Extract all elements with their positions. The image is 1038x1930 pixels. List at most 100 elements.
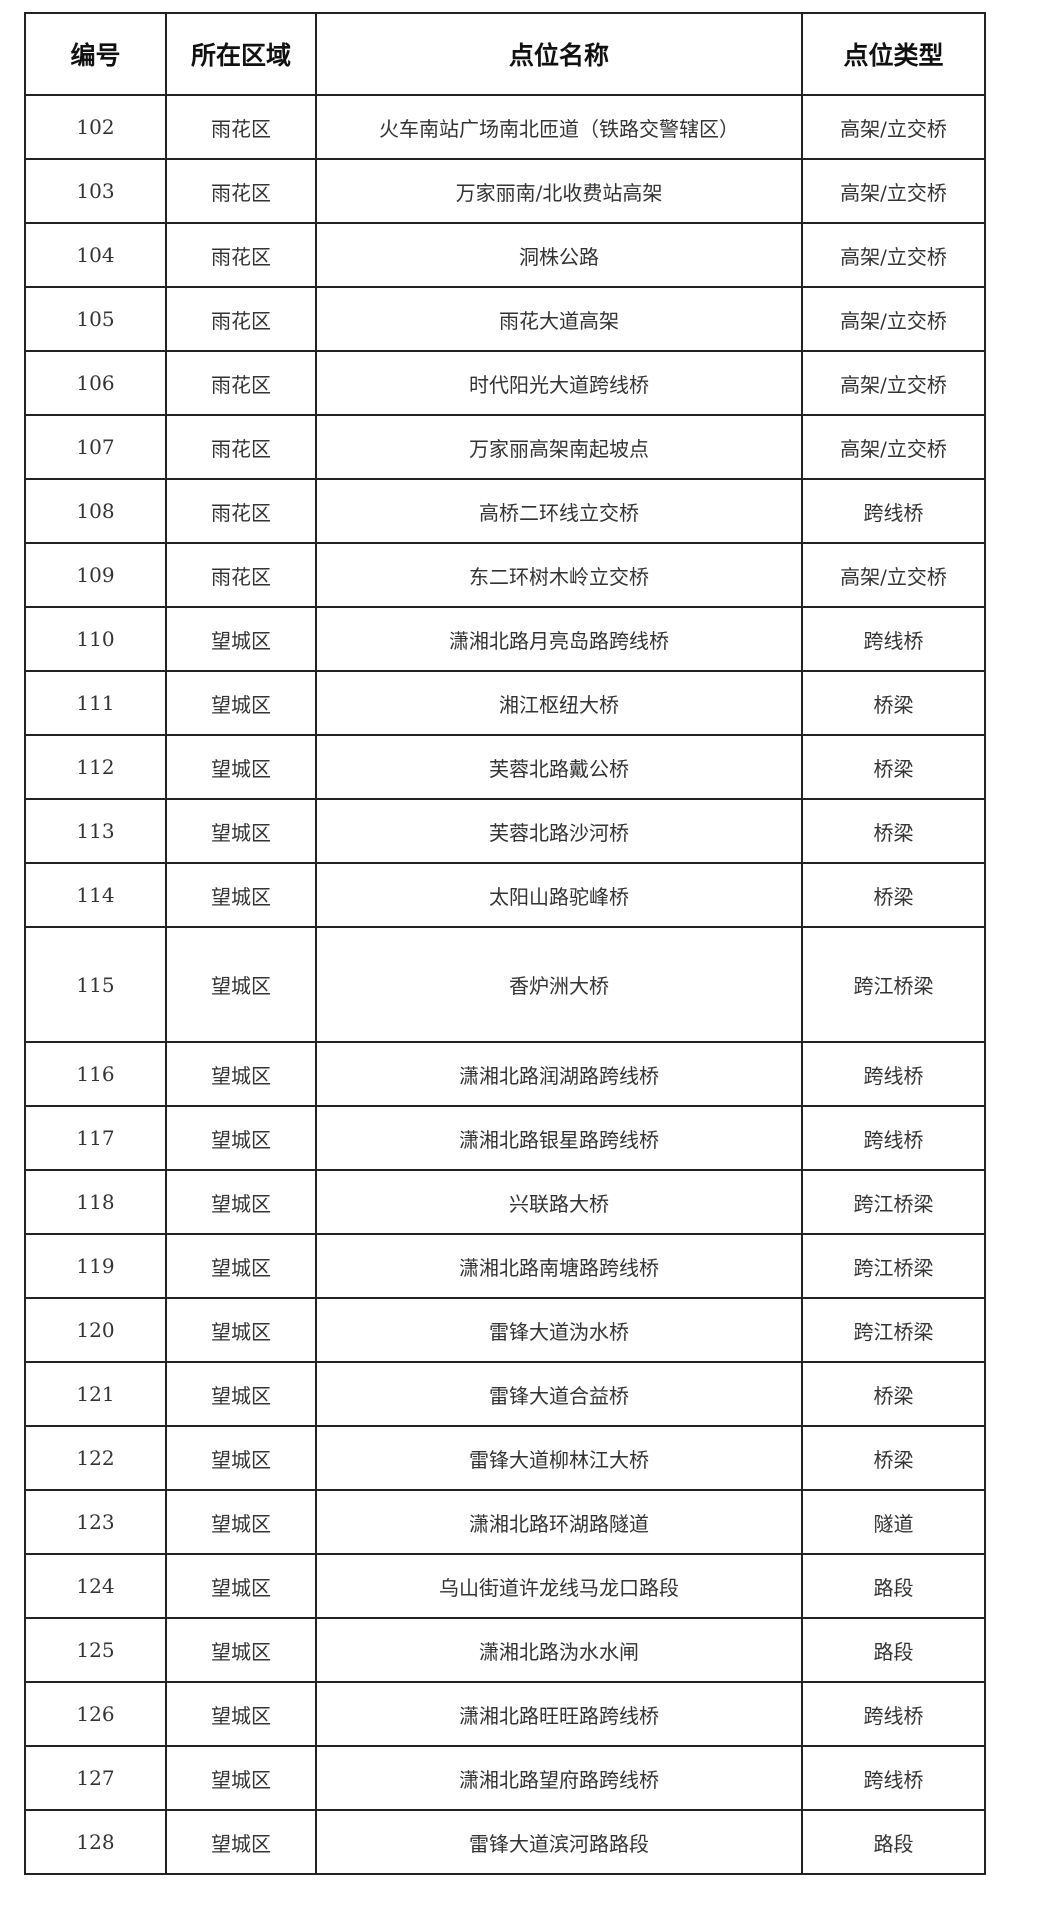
table-row: 120 望城区 雷锋大道沩水桥 跨江桥梁 — [24, 1297, 986, 1363]
cell-id: 102 — [24, 94, 167, 160]
cell-district: 望城区 — [165, 1233, 317, 1299]
cell-id: 113 — [24, 798, 167, 864]
cell-id: 128 — [24, 1809, 167, 1875]
cell-district: 望城区 — [165, 1809, 317, 1875]
table-row: 123 望城区 潇湘北路环湖路隧道 隧道 — [24, 1489, 986, 1555]
cell-point-name: 潇湘北路月亮岛路跨线桥 — [315, 606, 803, 672]
cell-point-type: 高架/立交桥 — [801, 414, 986, 480]
table-row: 108 雨花区 高桥二环线立交桥 跨线桥 — [24, 478, 986, 544]
cell-point-name: 香炉洲大桥 — [315, 926, 803, 1043]
table-row: 109 雨花区 东二环树木岭立交桥 高架/立交桥 — [24, 542, 986, 608]
cell-point-type: 高架/立交桥 — [801, 542, 986, 608]
cell-point-name: 乌山街道许龙线马龙口路段 — [315, 1553, 803, 1619]
table-row: 113 望城区 芙蓉北路沙河桥 桥梁 — [24, 798, 986, 864]
cell-id: 121 — [24, 1361, 167, 1427]
cell-district: 雨花区 — [165, 542, 317, 608]
cell-point-type: 高架/立交桥 — [801, 286, 986, 352]
cell-district: 雨花区 — [165, 158, 317, 224]
cell-point-name: 火车南站广场南北匝道（铁路交警辖区） — [315, 94, 803, 160]
cell-point-type: 高架/立交桥 — [801, 350, 986, 416]
cell-point-type: 跨线桥 — [801, 478, 986, 544]
table-row: 116 望城区 潇湘北路润湖路跨线桥 跨线桥 — [24, 1041, 986, 1107]
cell-point-name: 潇湘北路旺旺路跨线桥 — [315, 1681, 803, 1747]
cell-point-type: 高架/立交桥 — [801, 158, 986, 224]
cell-id: 110 — [24, 606, 167, 672]
cell-point-type: 桥梁 — [801, 670, 986, 736]
cell-district: 望城区 — [165, 1041, 317, 1107]
table-row: 107 雨花区 万家丽高架南起坡点 高架/立交桥 — [24, 414, 986, 480]
cell-id: 124 — [24, 1553, 167, 1619]
cell-district: 望城区 — [165, 670, 317, 736]
header-id: 编号 — [24, 12, 167, 96]
cell-district: 望城区 — [165, 1425, 317, 1491]
table-row: 122 望城区 雷锋大道柳林江大桥 桥梁 — [24, 1425, 986, 1491]
cell-point-name: 芙蓉北路戴公桥 — [315, 734, 803, 800]
cell-district: 望城区 — [165, 734, 317, 800]
cell-point-name: 潇湘北路沩水水闸 — [315, 1617, 803, 1683]
table-row: 115 望城区 香炉洲大桥 跨江桥梁 — [24, 926, 986, 1043]
cell-district: 望城区 — [165, 1361, 317, 1427]
cell-district: 望城区 — [165, 1681, 317, 1747]
cell-id: 115 — [24, 926, 167, 1043]
points-table: 编号 所在区域 点位名称 点位类型 102 雨花区 火车南站广场南北匝道（铁路交警辖… — [24, 12, 986, 1875]
cell-id: 111 — [24, 670, 167, 736]
cell-id: 127 — [24, 1745, 167, 1811]
cell-id: 119 — [24, 1233, 167, 1299]
table-row: 106 雨花区 时代阳光大道跨线桥 高架/立交桥 — [24, 350, 986, 416]
cell-district: 望城区 — [165, 926, 317, 1043]
table-row: 114 望城区 太阳山路驼峰桥 桥梁 — [24, 862, 986, 928]
cell-point-type: 跨线桥 — [801, 1745, 986, 1811]
cell-district: 雨花区 — [165, 350, 317, 416]
cell-point-type: 路段 — [801, 1617, 986, 1683]
table-row: 103 雨花区 万家丽南/北收费站高架 高架/立交桥 — [24, 158, 986, 224]
cell-point-name: 雨花大道高架 — [315, 286, 803, 352]
cell-point-type: 桥梁 — [801, 862, 986, 928]
cell-point-type: 跨江桥梁 — [801, 926, 986, 1043]
cell-district: 望城区 — [165, 1105, 317, 1171]
cell-point-type: 桥梁 — [801, 1425, 986, 1491]
cell-point-name: 雷锋大道沩水桥 — [315, 1297, 803, 1363]
cell-district: 雨花区 — [165, 414, 317, 480]
cell-id: 114 — [24, 862, 167, 928]
cell-point-name: 时代阳光大道跨线桥 — [315, 350, 803, 416]
cell-point-type: 桥梁 — [801, 734, 986, 800]
cell-district: 望城区 — [165, 1617, 317, 1683]
cell-point-type: 路段 — [801, 1809, 986, 1875]
cell-point-name: 潇湘北路望府路跨线桥 — [315, 1745, 803, 1811]
table-row: 124 望城区 乌山街道许龙线马龙口路段 路段 — [24, 1553, 986, 1619]
table-row: 127 望城区 潇湘北路望府路跨线桥 跨线桥 — [24, 1745, 986, 1811]
table-row: 104 雨花区 洞株公路 高架/立交桥 — [24, 222, 986, 288]
cell-point-name: 高桥二环线立交桥 — [315, 478, 803, 544]
cell-point-type: 跨线桥 — [801, 1041, 986, 1107]
cell-point-name: 万家丽南/北收费站高架 — [315, 158, 803, 224]
cell-district: 望城区 — [165, 798, 317, 864]
cell-point-name: 潇湘北路环湖路隧道 — [315, 1489, 803, 1555]
cell-point-name: 雷锋大道合益桥 — [315, 1361, 803, 1427]
table-row: 110 望城区 潇湘北路月亮岛路跨线桥 跨线桥 — [24, 606, 986, 672]
cell-district: 雨花区 — [165, 94, 317, 160]
cell-point-type: 桥梁 — [801, 1361, 986, 1427]
cell-point-type: 跨江桥梁 — [801, 1169, 986, 1235]
table-row: 119 望城区 潇湘北路南塘路跨线桥 跨江桥梁 — [24, 1233, 986, 1299]
cell-point-name: 东二环树木岭立交桥 — [315, 542, 803, 608]
table-row: 118 望城区 兴联路大桥 跨江桥梁 — [24, 1169, 986, 1235]
cell-point-type: 跨线桥 — [801, 1105, 986, 1171]
cell-id: 104 — [24, 222, 167, 288]
cell-id: 123 — [24, 1489, 167, 1555]
cell-district: 望城区 — [165, 862, 317, 928]
cell-district: 望城区 — [165, 1489, 317, 1555]
cell-point-type: 高架/立交桥 — [801, 222, 986, 288]
cell-district: 望城区 — [165, 1169, 317, 1235]
cell-district: 望城区 — [165, 1297, 317, 1363]
cell-point-name: 潇湘北路南塘路跨线桥 — [315, 1233, 803, 1299]
cell-id: 103 — [24, 158, 167, 224]
table-row: 105 雨花区 雨花大道高架 高架/立交桥 — [24, 286, 986, 352]
cell-id: 125 — [24, 1617, 167, 1683]
cell-id: 122 — [24, 1425, 167, 1491]
cell-point-type: 隧道 — [801, 1489, 986, 1555]
cell-point-type: 高架/立交桥 — [801, 94, 986, 160]
cell-district: 雨花区 — [165, 286, 317, 352]
cell-point-name: 潇湘北路润湖路跨线桥 — [315, 1041, 803, 1107]
cell-point-name: 湘江枢纽大桥 — [315, 670, 803, 736]
cell-point-name: 兴联路大桥 — [315, 1169, 803, 1235]
